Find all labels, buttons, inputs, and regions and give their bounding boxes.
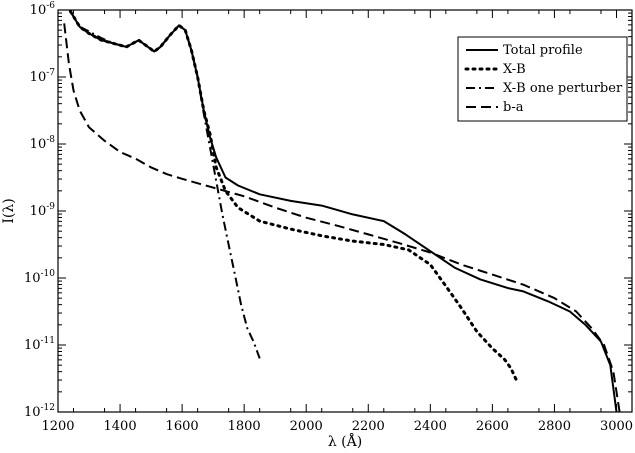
x-tick-labels: 1200 1400 1600 1800 2000 2200 2400 2600 2800 3000 (41, 419, 633, 434)
legend-label-3: b-a (503, 100, 524, 115)
x-tick-label: 1200 (41, 419, 74, 434)
series-line-2 (69, 10, 261, 359)
legend-items: Total profile X-B X-B one perturber b-a (464, 43, 623, 115)
series-line-3 (63, 23, 621, 413)
x-tick-label: 2000 (290, 419, 323, 434)
y-tick-label: 10-10 (24, 269, 55, 286)
series-lines (63, 9, 621, 413)
x-tick-label: 1400 (104, 419, 137, 434)
legend: Total profile X-B X-B one perturber b-a (457, 36, 628, 122)
y-tick-label: 10-7 (30, 68, 56, 85)
x-tick-label: 3000 (600, 419, 633, 434)
x-tick-label: 1800 (228, 419, 261, 434)
y-tick-label: 10-6 (30, 1, 56, 18)
x-tick-label: 2400 (414, 419, 447, 434)
legend-label-0: Total profile (503, 43, 583, 58)
y-tick-label: 10-11 (24, 336, 55, 353)
legend-label-1: X-B (503, 62, 526, 77)
legend-label-2: X-B one perturber (503, 81, 623, 96)
x-tick-label: 2600 (476, 419, 509, 434)
series-line-1 (68, 9, 519, 384)
y-tick-label: 10-8 (30, 135, 56, 152)
y-axis-title: I(λ) (1, 198, 17, 223)
y-tick-label: 10-9 (30, 202, 56, 219)
x-tick-label: 2800 (538, 419, 571, 434)
axis-ticks (57, 9, 633, 413)
x-tick-label: 1600 (166, 419, 199, 434)
x-tick-label: 2200 (352, 419, 385, 434)
x-axis-title: λ (Å) (328, 432, 362, 450)
y-tick-label: 10-12 (24, 403, 55, 420)
y-tick-labels: 10-6 10-7 10-8 10-9 10-10 10-11 10-12 (24, 1, 55, 420)
